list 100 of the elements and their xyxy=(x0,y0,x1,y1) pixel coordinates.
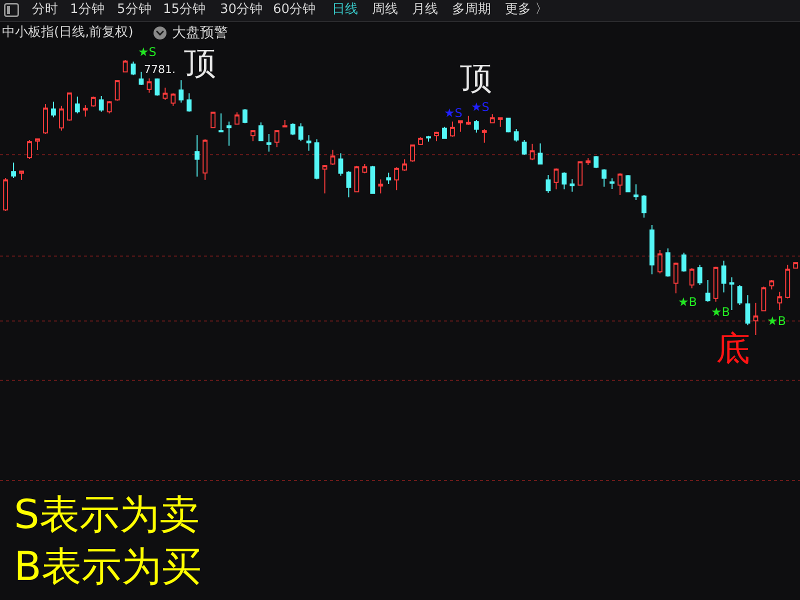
candlestick xyxy=(330,149,336,166)
candlestick xyxy=(586,158,591,166)
candlestick xyxy=(538,142,543,165)
candlestick xyxy=(522,140,527,156)
candlestick xyxy=(570,178,575,192)
candlestick xyxy=(745,294,750,326)
candlestick xyxy=(602,168,607,188)
candlestick xyxy=(202,138,208,180)
candlestick xyxy=(322,164,328,194)
candlestick xyxy=(306,134,312,152)
candlestick xyxy=(562,172,567,190)
candlestick xyxy=(761,286,766,312)
candlestick xyxy=(650,224,654,275)
candlestick xyxy=(282,119,288,128)
candlestick xyxy=(19,170,24,180)
candlestick xyxy=(482,128,487,144)
candlestick xyxy=(114,80,120,102)
candlestick xyxy=(74,96,80,114)
candlestick xyxy=(250,130,256,142)
candlestick xyxy=(506,117,511,133)
candlestick xyxy=(106,100,112,114)
candlestick xyxy=(530,143,535,161)
candlestick xyxy=(346,170,352,198)
candlestick xyxy=(554,168,559,190)
candlestick xyxy=(458,120,463,132)
candlestick xyxy=(705,280,710,302)
candlestick xyxy=(658,250,662,274)
text: 日线 xyxy=(332,2,358,18)
text: B表示为买 xyxy=(14,544,202,590)
candlestick xyxy=(258,122,264,142)
candlestick xyxy=(713,266,718,302)
text: 60分钟 xyxy=(273,2,316,18)
text: 更多 〉 xyxy=(505,2,548,18)
candlestick xyxy=(673,262,678,294)
text: 多周期 xyxy=(452,2,491,18)
candlestick xyxy=(594,155,599,169)
candlestick xyxy=(98,96,104,112)
candlestick xyxy=(689,268,694,289)
candlestick xyxy=(226,121,232,146)
candlestick xyxy=(386,172,392,185)
text: 周线 xyxy=(372,2,398,18)
candlestick xyxy=(426,135,431,142)
candlestick xyxy=(274,130,280,148)
text: 5分钟 xyxy=(117,2,152,18)
candlestick xyxy=(697,264,702,286)
candlestick xyxy=(474,119,479,134)
candlestick xyxy=(35,138,40,150)
annotation: 7781. xyxy=(144,63,176,76)
candlestick xyxy=(66,92,72,122)
candlestick xyxy=(11,162,16,178)
candlestick xyxy=(466,115,471,126)
candlestick xyxy=(370,165,376,194)
annotation: 顶 xyxy=(460,59,492,97)
text: 30分钟 xyxy=(220,2,263,18)
candlestick xyxy=(578,161,583,186)
candlestick xyxy=(82,104,88,118)
text: S表示为卖 xyxy=(14,492,200,538)
candlestick xyxy=(290,122,296,136)
candlestick xyxy=(58,105,64,132)
annotation: ★B xyxy=(767,314,786,328)
candlestick xyxy=(314,138,320,180)
annotation: ★B xyxy=(678,295,697,309)
candlestick xyxy=(90,96,96,108)
candlestick xyxy=(450,121,455,138)
candlestick xyxy=(626,174,630,193)
chart-title: 中小板指(日线,前复权) xyxy=(2,25,134,41)
candlestick xyxy=(665,248,670,278)
candlestick xyxy=(130,61,136,76)
candlestick xyxy=(418,136,423,146)
candlestick xyxy=(27,140,32,160)
candlestick xyxy=(210,111,216,128)
candlestick xyxy=(51,101,56,118)
candlestick xyxy=(394,166,400,191)
text: ★S xyxy=(138,45,156,59)
annotation: ★S xyxy=(444,106,462,120)
candlestick xyxy=(642,194,646,218)
annotation: 底 xyxy=(716,329,750,369)
candlestick xyxy=(186,92,192,112)
candlestick xyxy=(785,264,790,299)
candlestick xyxy=(618,172,622,196)
candlestick xyxy=(546,174,551,194)
candlestick xyxy=(170,92,176,106)
candlestick xyxy=(354,165,360,193)
text: 15分钟 xyxy=(163,2,206,18)
candlestick xyxy=(681,252,686,272)
candlestick xyxy=(634,184,638,200)
annotation: ★S xyxy=(471,100,490,114)
candlestick xyxy=(442,126,447,140)
candlestick xyxy=(514,128,519,142)
candlestick xyxy=(769,280,774,290)
candlestick xyxy=(378,178,384,194)
candlestick xyxy=(402,158,408,172)
candlestick xyxy=(753,302,758,336)
candlestick xyxy=(138,71,144,86)
candlestick xyxy=(610,178,615,190)
annotation: ★B xyxy=(711,305,730,319)
candlestick xyxy=(434,131,439,142)
candlestick xyxy=(154,78,160,96)
text: 1分钟 xyxy=(70,2,104,18)
candlestick xyxy=(737,284,742,306)
